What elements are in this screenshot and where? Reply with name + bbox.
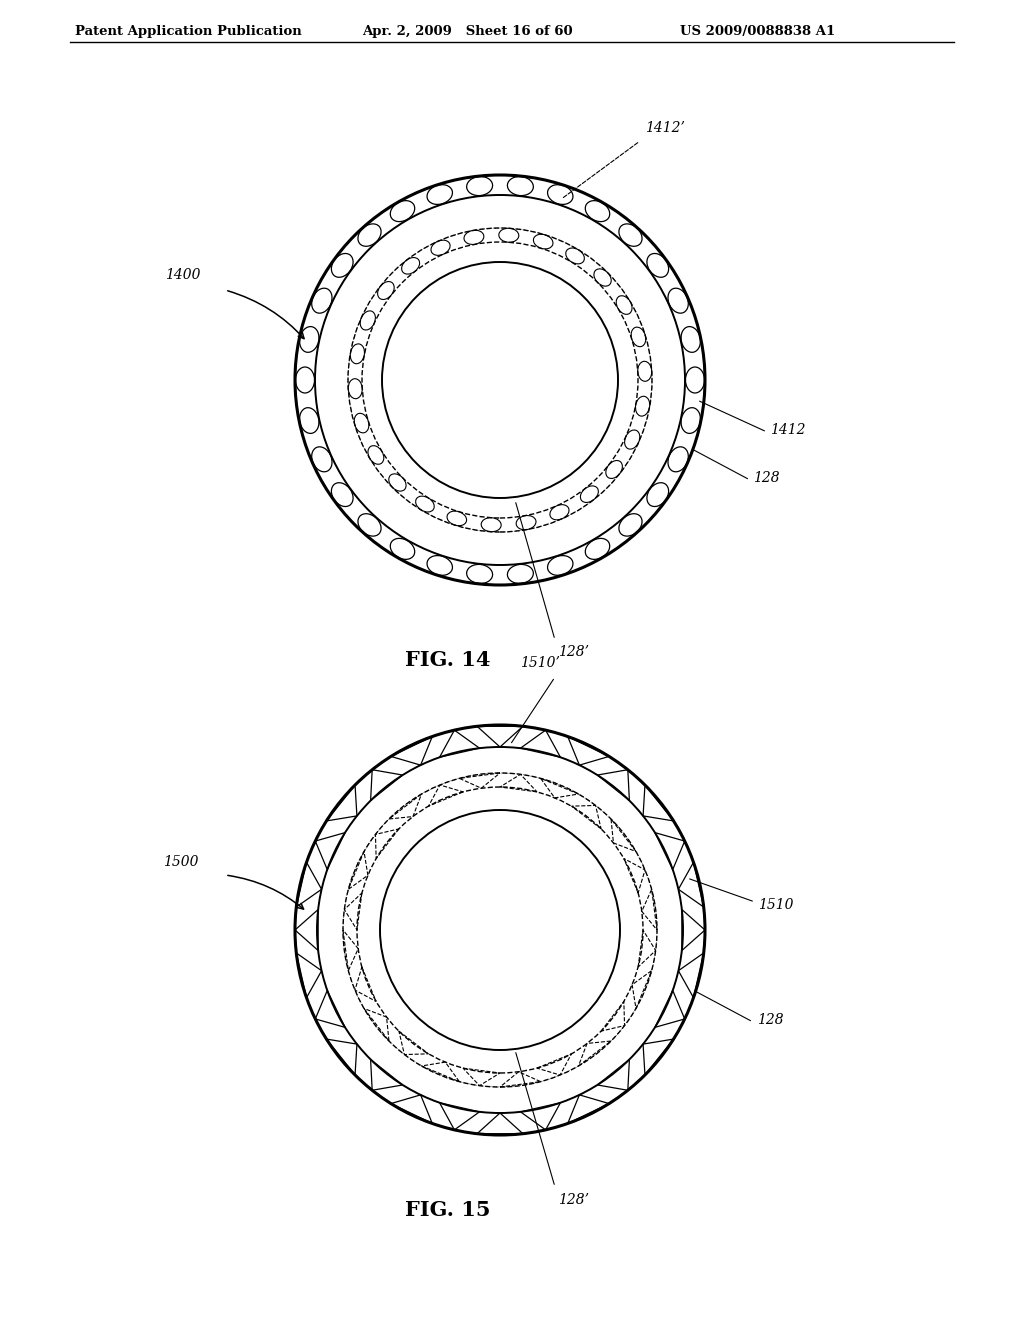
- Text: 1412: 1412: [770, 422, 806, 437]
- Text: US 2009/0088838 A1: US 2009/0088838 A1: [680, 25, 836, 38]
- Text: Patent Application Publication: Patent Application Publication: [75, 25, 302, 38]
- Text: 1500: 1500: [163, 855, 199, 869]
- Text: 128: 128: [753, 471, 779, 484]
- Text: 128’: 128’: [558, 1193, 589, 1206]
- Text: 1510’: 1510’: [520, 656, 560, 671]
- Text: 1412’: 1412’: [645, 121, 685, 135]
- Text: FIG. 15: FIG. 15: [406, 1200, 490, 1220]
- Text: 128: 128: [757, 1012, 783, 1027]
- Text: 1400: 1400: [165, 268, 201, 282]
- Text: 1510: 1510: [758, 898, 794, 912]
- Text: FIG. 14: FIG. 14: [406, 649, 490, 671]
- Text: Apr. 2, 2009   Sheet 16 of 60: Apr. 2, 2009 Sheet 16 of 60: [362, 25, 572, 38]
- Text: 128’: 128’: [558, 645, 589, 659]
